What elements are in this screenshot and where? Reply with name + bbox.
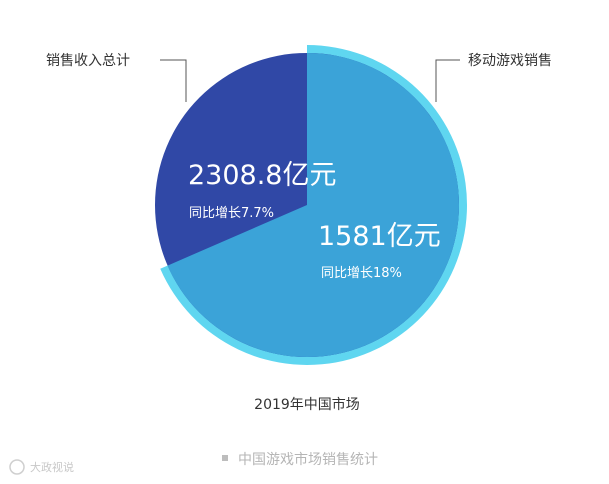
slice-mobile-games <box>167 53 459 357</box>
chart-caption: 2019年中国市场 <box>254 396 360 413</box>
watermark-text: 大政视说 <box>30 460 74 474</box>
watermark-logo-icon <box>9 459 25 475</box>
callout-line-mobile <box>435 59 460 102</box>
growth-label-total: 同比增长7.7% <box>189 206 274 221</box>
callout-line-total <box>160 59 187 102</box>
value-label-mobile: 1581亿元 <box>318 221 441 252</box>
footer-caption: 中国游戏市场销售统计 <box>238 451 378 468</box>
legend-label-total: 销售收入总计 <box>46 53 130 69</box>
growth-label-mobile: 同比增长18% <box>321 266 402 281</box>
value-label-total: 2308.8亿元 <box>188 160 336 191</box>
watermark: 大政视说 <box>9 459 74 475</box>
footer-marker-icon <box>222 455 228 461</box>
legend-label-mobile: 移动游戏销售 <box>468 53 552 69</box>
